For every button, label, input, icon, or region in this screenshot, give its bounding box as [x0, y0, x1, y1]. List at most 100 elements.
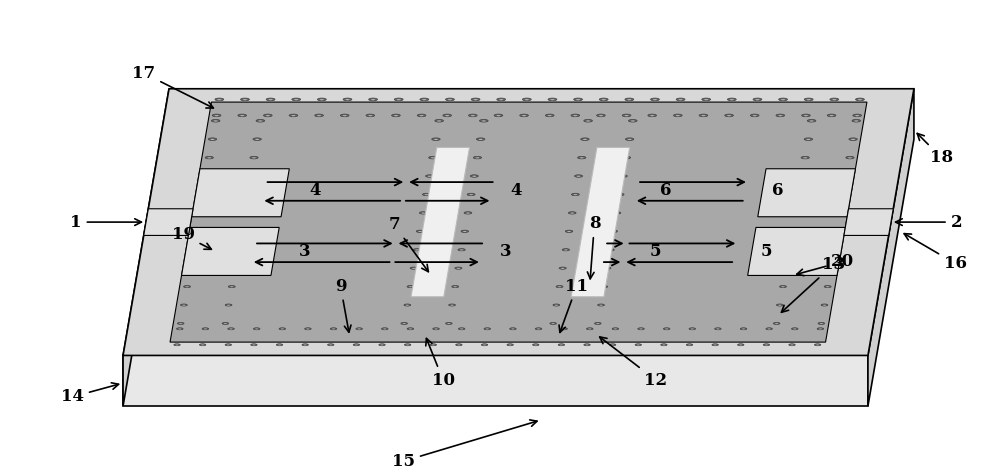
- Ellipse shape: [420, 98, 429, 101]
- Ellipse shape: [466, 212, 470, 213]
- Text: 6: 6: [660, 182, 671, 199]
- Ellipse shape: [499, 99, 503, 100]
- Ellipse shape: [445, 115, 449, 116]
- Ellipse shape: [474, 99, 478, 100]
- Polygon shape: [170, 102, 867, 342]
- Ellipse shape: [763, 344, 770, 346]
- Ellipse shape: [443, 114, 452, 117]
- Text: 4: 4: [310, 182, 321, 199]
- Ellipse shape: [449, 304, 455, 306]
- Ellipse shape: [740, 328, 747, 330]
- Ellipse shape: [233, 268, 237, 269]
- Ellipse shape: [800, 176, 804, 177]
- Ellipse shape: [586, 120, 590, 122]
- Ellipse shape: [471, 98, 480, 101]
- Ellipse shape: [794, 212, 797, 213]
- Text: 15: 15: [392, 420, 537, 466]
- Ellipse shape: [830, 98, 839, 101]
- Ellipse shape: [250, 157, 258, 159]
- Ellipse shape: [701, 115, 705, 116]
- Ellipse shape: [606, 268, 609, 269]
- Ellipse shape: [263, 114, 272, 117]
- Ellipse shape: [595, 322, 601, 324]
- Ellipse shape: [494, 114, 503, 117]
- Polygon shape: [571, 147, 630, 297]
- Ellipse shape: [775, 323, 778, 324]
- Ellipse shape: [548, 115, 552, 116]
- Ellipse shape: [854, 120, 858, 122]
- Ellipse shape: [234, 249, 242, 251]
- Ellipse shape: [622, 157, 631, 159]
- Ellipse shape: [821, 304, 828, 306]
- Ellipse shape: [429, 157, 437, 159]
- Ellipse shape: [839, 212, 842, 213]
- Ellipse shape: [472, 176, 476, 177]
- Ellipse shape: [231, 267, 239, 269]
- Ellipse shape: [627, 99, 631, 100]
- Ellipse shape: [619, 175, 627, 177]
- Ellipse shape: [187, 267, 194, 269]
- Ellipse shape: [611, 344, 614, 345]
- Ellipse shape: [556, 286, 563, 288]
- Ellipse shape: [416, 230, 424, 233]
- Ellipse shape: [832, 249, 836, 250]
- Text: 19: 19: [172, 226, 211, 249]
- Ellipse shape: [198, 212, 202, 213]
- Ellipse shape: [570, 212, 574, 213]
- Ellipse shape: [458, 328, 465, 330]
- Ellipse shape: [464, 212, 472, 214]
- Ellipse shape: [823, 305, 826, 306]
- Ellipse shape: [211, 119, 220, 122]
- Polygon shape: [868, 89, 914, 406]
- Ellipse shape: [255, 139, 259, 140]
- Ellipse shape: [550, 322, 556, 324]
- Ellipse shape: [230, 286, 233, 287]
- Ellipse shape: [253, 138, 261, 140]
- Ellipse shape: [496, 115, 500, 116]
- Ellipse shape: [317, 98, 326, 101]
- Ellipse shape: [814, 344, 821, 346]
- Ellipse shape: [661, 344, 667, 346]
- Ellipse shape: [240, 115, 244, 116]
- Ellipse shape: [433, 328, 439, 330]
- Ellipse shape: [686, 344, 693, 346]
- Ellipse shape: [849, 138, 857, 140]
- Ellipse shape: [618, 194, 622, 195]
- Ellipse shape: [460, 249, 463, 250]
- Ellipse shape: [315, 114, 323, 117]
- Ellipse shape: [225, 344, 231, 346]
- Ellipse shape: [807, 119, 816, 122]
- Ellipse shape: [292, 98, 301, 101]
- Ellipse shape: [824, 286, 831, 288]
- Ellipse shape: [648, 114, 657, 117]
- Ellipse shape: [830, 115, 834, 116]
- Ellipse shape: [797, 194, 801, 195]
- Ellipse shape: [317, 115, 321, 116]
- Ellipse shape: [199, 193, 207, 196]
- Ellipse shape: [481, 344, 488, 346]
- Ellipse shape: [279, 328, 286, 330]
- Ellipse shape: [818, 322, 825, 324]
- Ellipse shape: [214, 120, 218, 122]
- Ellipse shape: [573, 115, 577, 116]
- Text: 10: 10: [426, 338, 455, 389]
- Ellipse shape: [609, 344, 616, 346]
- Ellipse shape: [509, 344, 512, 345]
- Ellipse shape: [804, 115, 808, 116]
- Ellipse shape: [552, 323, 555, 324]
- Ellipse shape: [195, 231, 198, 232]
- Ellipse shape: [789, 344, 795, 346]
- Ellipse shape: [852, 119, 861, 122]
- Text: 5: 5: [649, 243, 661, 260]
- Ellipse shape: [305, 328, 311, 330]
- Ellipse shape: [625, 138, 634, 140]
- Ellipse shape: [251, 344, 257, 346]
- Ellipse shape: [470, 175, 478, 177]
- Ellipse shape: [432, 344, 435, 345]
- Polygon shape: [123, 89, 914, 356]
- Ellipse shape: [461, 230, 469, 233]
- Ellipse shape: [258, 120, 262, 122]
- Ellipse shape: [856, 98, 864, 101]
- Ellipse shape: [201, 344, 204, 345]
- Ellipse shape: [212, 114, 221, 117]
